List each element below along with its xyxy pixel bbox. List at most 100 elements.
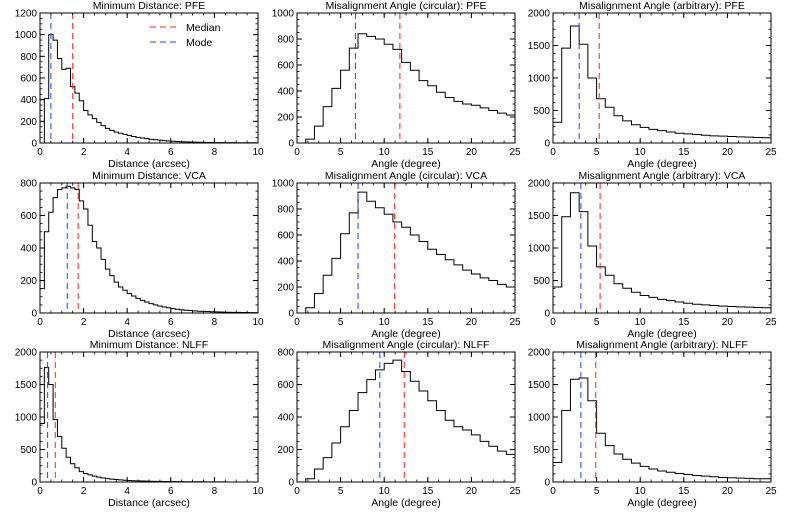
chart-title: Misalignment Angle (arbitrary): NLFF	[576, 339, 748, 351]
y-tick-label: 2000	[528, 9, 551, 20]
x-tick-label: 20	[722, 317, 734, 328]
y-tick-label: 0	[31, 478, 37, 489]
x-axis-label: Angle (degree)	[371, 497, 440, 509]
y-tick-label: 500	[533, 106, 550, 117]
y-tick-label: 600	[20, 211, 37, 222]
y-tick-label: 0	[544, 139, 550, 150]
y-tick-label: 1500	[528, 211, 551, 222]
y-tick-label: 600	[277, 231, 294, 242]
legend-median-label: Median	[186, 22, 221, 34]
y-tick-label: 400	[277, 413, 294, 424]
y-tick-label: 200	[20, 117, 37, 128]
x-tick-label: 10	[635, 317, 647, 328]
x-tick-label: 15	[422, 317, 434, 328]
plot-frame	[552, 182, 772, 314]
y-tick-label: 1000	[528, 413, 551, 424]
x-tick-label: 10	[252, 147, 264, 158]
histogram-series	[297, 191, 515, 314]
plot-frame	[296, 182, 516, 314]
y-tick-label: 1500	[15, 380, 38, 391]
chart-panel-3: Misalignment Angle (arbitrary): PFE Angle…	[528, 0, 777, 170]
x-tick-label: 8	[212, 486, 218, 497]
chart-title: Misalignment Angle (circular): VCA	[325, 170, 487, 182]
x-tick-label: 6	[168, 486, 174, 497]
x-tick-label: 5	[338, 486, 344, 497]
y-tick-label: 2000	[528, 348, 551, 359]
chart-panel-7: Minimum Distance: NLFF Distance (arcsec) 0…	[15, 339, 264, 509]
chart-title: Misalignment Angle (circular): NLFF	[323, 339, 490, 351]
histogram-series	[297, 359, 515, 483]
x-tick-label: 8	[212, 147, 218, 158]
y-tick-label: 200	[277, 283, 294, 294]
x-tick-label: 20	[466, 317, 478, 328]
y-tick-label: 500	[20, 445, 37, 456]
y-tick-label: 400	[277, 87, 294, 98]
y-tick-label: 1000	[272, 9, 295, 20]
histogram-series	[39, 367, 258, 483]
x-tick-label: 5	[594, 486, 600, 497]
y-tick-label: 0	[31, 139, 37, 150]
x-tick-label: 20	[466, 147, 478, 158]
x-tick-label: 0	[550, 147, 556, 158]
plot-frame	[552, 351, 772, 483]
chart-panel-1: Minimum Distance: PFE Distance (arcsec) 0 2…	[15, 0, 264, 170]
y-tick-label: 1500	[528, 41, 551, 52]
x-axis-label: Angle (degree)	[627, 328, 696, 340]
x-tick-label: 20	[466, 486, 478, 497]
chart-panel-6: Misalignment Angle (arbitrary): VCA Angle…	[528, 170, 777, 340]
chart-title: Minimum Distance: PFE	[93, 0, 206, 12]
x-tick-label: 4	[124, 317, 130, 328]
x-tick-label: 15	[678, 147, 690, 158]
chart-legend: Median Mode	[150, 22, 221, 49]
x-tick-label: 5	[594, 317, 600, 328]
histogram-series	[43, 34, 258, 144]
x-tick-label: 10	[379, 486, 391, 497]
x-tick-label: 2	[81, 486, 87, 497]
histogram-series	[552, 377, 771, 482]
x-tick-label: 5	[338, 147, 344, 158]
histogram-series	[39, 185, 258, 314]
y-tick-label: 800	[277, 205, 294, 216]
x-tick-label: 8	[212, 317, 218, 328]
histogram-series	[552, 25, 771, 143]
x-tick-label: 10	[635, 147, 647, 158]
y-tick-label: 2000	[528, 179, 551, 190]
x-tick-label: 25	[765, 486, 777, 497]
x-tick-label: 0	[294, 317, 300, 328]
x-tick-label: 0	[294, 486, 300, 497]
x-tick-label: 0	[37, 147, 43, 158]
x-axis-label: Angle (degree)	[371, 328, 440, 340]
chart-panel-8: Misalignment Angle (circular): NLFF Angle…	[277, 339, 521, 509]
y-tick-label: 2000	[15, 348, 38, 359]
x-axis-label: Angle (degree)	[371, 158, 440, 170]
chart-title: Misalignment Angle (arbitrary): PFE	[579, 0, 745, 12]
y-tick-label: 1200	[15, 9, 38, 20]
y-tick-label: 0	[31, 309, 37, 320]
y-tick-label: 1000	[15, 30, 38, 41]
y-tick-label: 800	[277, 348, 294, 359]
x-tick-label: 10	[252, 486, 264, 497]
x-tick-label: 0	[37, 486, 43, 497]
plot-frame	[39, 182, 259, 314]
x-tick-label: 25	[765, 317, 777, 328]
y-tick-label: 0	[544, 478, 550, 489]
x-tick-label: 15	[678, 486, 690, 497]
y-tick-label: 600	[20, 74, 37, 85]
x-tick-label: 6	[168, 317, 174, 328]
x-tick-label: 5	[338, 317, 344, 328]
x-tick-label: 20	[722, 147, 734, 158]
y-tick-label: 1500	[528, 380, 551, 391]
y-tick-label: 1000	[528, 74, 551, 85]
y-tick-label: 400	[277, 257, 294, 268]
chart-title: Minimum Distance: NLFF	[90, 339, 208, 351]
y-tick-label: 1000	[15, 413, 38, 424]
y-tick-label: 1000	[528, 244, 551, 255]
y-tick-label: 800	[20, 179, 37, 190]
y-tick-label: 600	[277, 380, 294, 391]
y-tick-label: 200	[277, 113, 294, 124]
legend-mode-label: Mode	[186, 37, 212, 49]
x-tick-label: 15	[422, 486, 434, 497]
x-tick-label: 10	[252, 317, 264, 328]
plot-frame	[296, 12, 516, 144]
